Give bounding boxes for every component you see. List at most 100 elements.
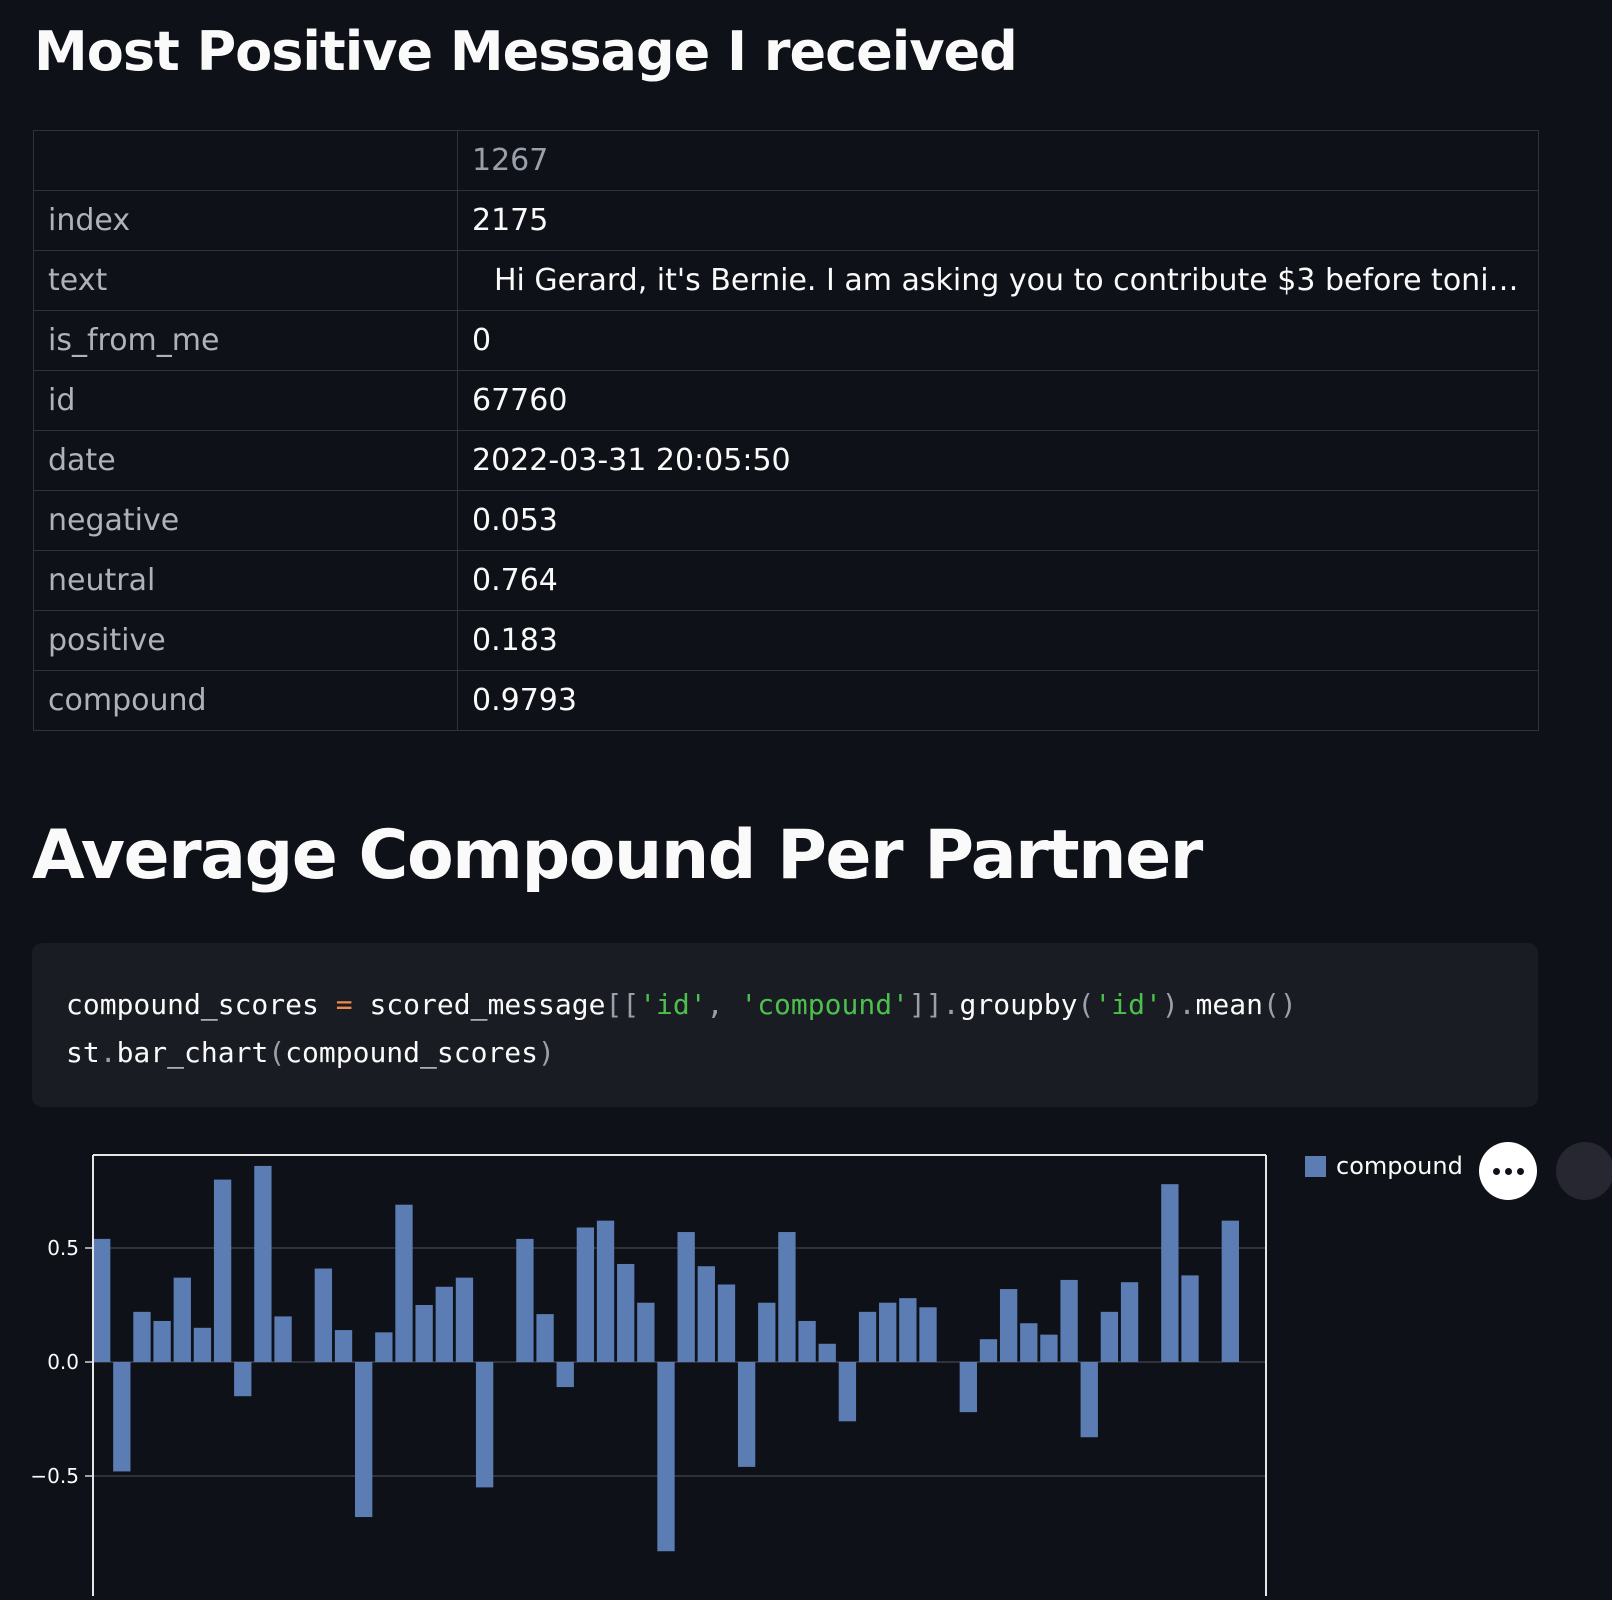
code-token: () xyxy=(1262,988,1297,1021)
bar-chart-svg: 0.5 0.0 −0.5 xyxy=(30,1154,1267,1596)
code-block[interactable]: compound_scores = scored_message[['id', … xyxy=(32,943,1538,1107)
code-token: compound_scores xyxy=(66,988,319,1021)
chart-bar xyxy=(617,1263,635,1362)
chart-bar xyxy=(213,1179,232,1362)
chart-bar xyxy=(959,1362,977,1413)
chart-bar xyxy=(717,1284,736,1362)
chart-bar xyxy=(274,1316,292,1362)
chart-bar xyxy=(334,1330,353,1362)
chart-bar xyxy=(395,1204,413,1362)
chart-bar xyxy=(576,1227,595,1362)
table-row[interactable]: text Hi Gerard, it's Bernie. I am asking… xyxy=(33,250,1539,311)
chart-bar xyxy=(778,1232,796,1362)
code-token: . xyxy=(1178,988,1196,1021)
code-token: mean xyxy=(1195,988,1263,1021)
chart-bar xyxy=(415,1305,433,1362)
table-row[interactable]: positive 0.183 xyxy=(33,610,1539,671)
chart-legend[interactable]: compound xyxy=(1305,1152,1463,1180)
row-value[interactable]: 0.053 xyxy=(457,490,1539,551)
row-label: id xyxy=(33,370,458,431)
chart-bar xyxy=(1040,1334,1058,1362)
row-value[interactable]: 0 xyxy=(457,310,1539,371)
chart-bar xyxy=(737,1362,756,1467)
code-token: ) xyxy=(538,1036,555,1069)
chart-bar xyxy=(1181,1275,1199,1362)
row-value[interactable]: 67760 xyxy=(457,370,1539,431)
chart-bar xyxy=(1221,1220,1239,1362)
fullscreen-button[interactable] xyxy=(1556,1142,1612,1200)
row-label: is_from_me xyxy=(33,310,458,371)
row-label: index xyxy=(33,190,458,251)
chart-bar xyxy=(919,1307,937,1362)
chart-menu-button[interactable] xyxy=(1479,1142,1537,1200)
legend-swatch xyxy=(1305,1155,1326,1177)
row-value[interactable]: 2022-03-31 20:05:50 xyxy=(457,430,1539,491)
chart-bar xyxy=(455,1277,474,1362)
chart-bar xyxy=(838,1362,857,1422)
column-header[interactable]: 1267 xyxy=(457,130,1539,191)
chart-bar xyxy=(113,1362,131,1472)
chart-bar xyxy=(153,1320,171,1362)
chart-bar xyxy=(979,1339,998,1362)
chart-bar xyxy=(1161,1184,1179,1362)
code-token: st xyxy=(66,1036,100,1069)
code-token: 'compound' xyxy=(740,988,909,1021)
code-token: bar_chart xyxy=(116,1036,269,1069)
chart-bar xyxy=(798,1320,816,1362)
row-value[interactable]: 0.9793 xyxy=(457,670,1539,731)
chart-bar xyxy=(657,1362,675,1552)
code-token: [[ xyxy=(605,988,640,1021)
table-row[interactable]: neutral 0.764 xyxy=(33,550,1539,611)
chart-bar xyxy=(858,1311,877,1362)
chart-bar xyxy=(677,1232,695,1362)
bar-chart[interactable]: 0.5 0.0 −0.5 xyxy=(0,1140,1612,1596)
table-row[interactable]: compound 0.9793 xyxy=(33,670,1539,731)
more-horizontal-icon xyxy=(1516,1167,1524,1175)
code-token: ( xyxy=(1077,988,1095,1021)
chart-bar xyxy=(475,1362,494,1488)
code-token: groupby xyxy=(959,988,1078,1021)
table-row[interactable]: negative 0.053 xyxy=(33,490,1539,551)
page-title-most-positive: Most Positive Message I received xyxy=(34,20,1018,83)
chart-bar xyxy=(314,1268,333,1362)
chart-bars xyxy=(93,1165,1239,1552)
table-row[interactable]: index 2175 xyxy=(33,190,1539,251)
y-tick-label: 0.5 xyxy=(47,1236,79,1260)
row-label: date xyxy=(33,430,458,491)
row-label: compound xyxy=(33,670,458,731)
row-value[interactable]: 2175 xyxy=(457,190,1539,251)
chart-bar xyxy=(1100,1311,1119,1362)
row-label: neutral xyxy=(33,550,458,611)
chart-bar xyxy=(133,1311,151,1362)
more-horizontal-icon xyxy=(1492,1167,1500,1175)
table-row[interactable]: id 67760 xyxy=(33,370,1539,431)
chart-axes: 0.5 0.0 −0.5 xyxy=(30,1154,1267,1596)
chart-bar xyxy=(1120,1282,1139,1362)
chart-bar xyxy=(234,1362,252,1397)
y-tick-label: 0.0 xyxy=(47,1350,79,1374)
section-title-average-compound: Average Compound Per Partner xyxy=(32,816,1203,895)
chart-bar xyxy=(818,1343,836,1362)
chart-bar xyxy=(375,1332,393,1362)
chart-bar xyxy=(1060,1279,1078,1362)
table-row[interactable]: date 2022-03-31 20:05:50 xyxy=(33,430,1539,491)
code-token: scored_message xyxy=(369,988,606,1021)
table-row[interactable]: is_from_me 0 xyxy=(33,310,1539,371)
row-value[interactable]: 0.183 xyxy=(457,610,1539,671)
code-token: compound_scores xyxy=(285,1036,539,1069)
chart-bar xyxy=(999,1289,1018,1362)
chart-bar xyxy=(758,1302,776,1362)
chart-bar xyxy=(93,1238,111,1362)
message-dataframe[interactable]: 1267 index 2175 text Hi Gerard, it's Ber… xyxy=(33,130,1539,731)
chart-bar xyxy=(536,1314,554,1362)
chart-bar xyxy=(254,1165,272,1362)
chart-bar xyxy=(355,1362,373,1518)
chart-bar xyxy=(516,1238,534,1362)
row-value[interactable]: 0.764 xyxy=(457,550,1539,611)
code-token: . xyxy=(99,1036,117,1069)
row-value[interactable]: Hi Gerard, it's Bernie. I am asking you … xyxy=(457,250,1539,311)
chart-bar xyxy=(637,1302,655,1362)
chart-bar xyxy=(697,1266,715,1362)
code-token: , xyxy=(706,988,724,1021)
chart-bar xyxy=(1080,1362,1098,1438)
